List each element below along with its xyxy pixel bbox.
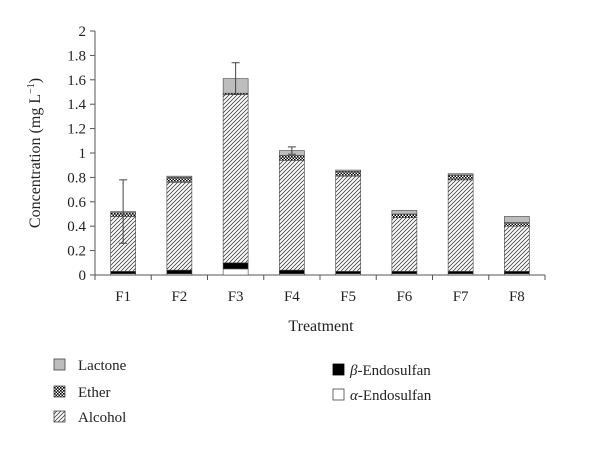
x-tick-label: F8 <box>509 289 525 305</box>
legend-label-alcohol: Alcohol <box>78 410 126 426</box>
bar-segment-lactone <box>447 173 474 176</box>
bar-segment-alcohol <box>222 94 249 264</box>
x-tick-label: F4 <box>284 289 300 305</box>
legend-swatch-alpha-endosulfan <box>332 388 345 401</box>
x-tick-label: F3 <box>228 289 244 305</box>
y-ticks: 0 0.2 0.4 0.6 0.8 1 1.2 1.4 1.6 1.8 2 <box>67 24 95 284</box>
bar-segment-endosulfan <box>447 271 474 275</box>
x-tick-label: F5 <box>340 289 356 305</box>
bar-segment-ether <box>279 155 305 161</box>
bars <box>110 62 530 276</box>
plot-area: 0 0.2 0.4 0.6 0.8 1 1.2 1.4 1.6 1.8 2 F1 F2 F3 F4 F5 F6… <box>67 24 546 305</box>
legend-label-alpha-suffix: -Endosulfan <box>358 388 432 404</box>
bar-segment-lactone <box>335 169 361 172</box>
bar-segment-endosulfan <box>222 262 249 270</box>
bar-segment-endosulfan <box>166 269 193 275</box>
y-tick-label: 1 <box>79 146 87 162</box>
y-axis-title-sup: −1 <box>26 83 37 94</box>
y-tick-label: 1.8 <box>67 48 86 64</box>
bar-segment-alcohol <box>391 217 418 272</box>
bar-segment-ether <box>335 171 361 177</box>
bar-segment-ether <box>447 174 474 181</box>
legend-label-beta-suffix: -Endosulfan <box>357 363 431 379</box>
x-tick-label: F1 <box>115 289 131 305</box>
legend: Lactone Ether Alcohol β-Endosulfan α-End… <box>53 358 432 426</box>
legend-label-beta-endosulfan: β-Endosulfan <box>349 363 431 379</box>
bar-segment-lactone <box>504 216 530 223</box>
y-tick-label: 2 <box>79 24 87 40</box>
legend-swatch-beta-endosulfan <box>332 363 345 376</box>
bar-segment-alcohol <box>504 225 530 272</box>
bar-segment-alcohol <box>447 179 474 272</box>
legend-swatch-alcohol <box>53 410 66 423</box>
bar-segment-endosulfan <box>279 269 305 275</box>
y-tick-label: 0 <box>79 268 87 284</box>
bar-segment-endosulfan <box>110 271 136 275</box>
x-axis-title: Treatment <box>288 318 354 335</box>
y-tick-label: 0.2 <box>67 244 86 260</box>
bar-segment-ether <box>504 222 530 227</box>
y-tick-label: 0.4 <box>67 219 86 235</box>
bar-segment-endosulfan <box>222 268 249 276</box>
bar-segment-lactone <box>166 175 193 178</box>
y-tick-label: 1.2 <box>67 122 86 138</box>
legend-label-alpha-endosulfan: α-Endosulfan <box>350 388 432 404</box>
y-axis-title-main: Concentration (mg L <box>27 94 44 228</box>
x-tick-label: F7 <box>453 289 469 305</box>
legend-label-beta-prefix: β <box>349 363 358 379</box>
y-tick-label: 1.6 <box>67 73 86 89</box>
y-axis-title: Concentration (mg L−1) <box>26 78 44 228</box>
y-tick-label: 0.6 <box>67 195 86 211</box>
bar-segment-lactone <box>391 210 418 215</box>
bar-segment-ether <box>166 177 193 183</box>
bar-segment-alcohol <box>166 181 193 271</box>
legend-label-ether: Ether <box>78 385 110 401</box>
bar-segment-ether <box>391 213 418 218</box>
legend-label-lactone: Lactone <box>78 358 127 374</box>
y-tick-label: 0.8 <box>67 170 86 186</box>
legend-label-alpha-prefix: α <box>350 388 359 404</box>
bar-segment-endosulfan <box>335 271 361 275</box>
bar-segment-endosulfan <box>391 271 418 275</box>
legend-swatch-lactone <box>53 358 66 371</box>
y-axis-title-close: ) <box>27 78 44 83</box>
legend-swatch-ether <box>53 385 66 398</box>
bar-segment-alcohol <box>279 160 305 271</box>
bar-segment-alcohol <box>335 175 361 272</box>
bar-segment-endosulfan <box>504 271 530 275</box>
y-tick-label: 1.4 <box>67 97 86 113</box>
x-ticks: F1 F2 F3 F4 F5 F6 F7 F8 <box>94 275 546 305</box>
x-tick-label: F6 <box>396 289 412 305</box>
x-tick-label: F2 <box>171 289 187 305</box>
